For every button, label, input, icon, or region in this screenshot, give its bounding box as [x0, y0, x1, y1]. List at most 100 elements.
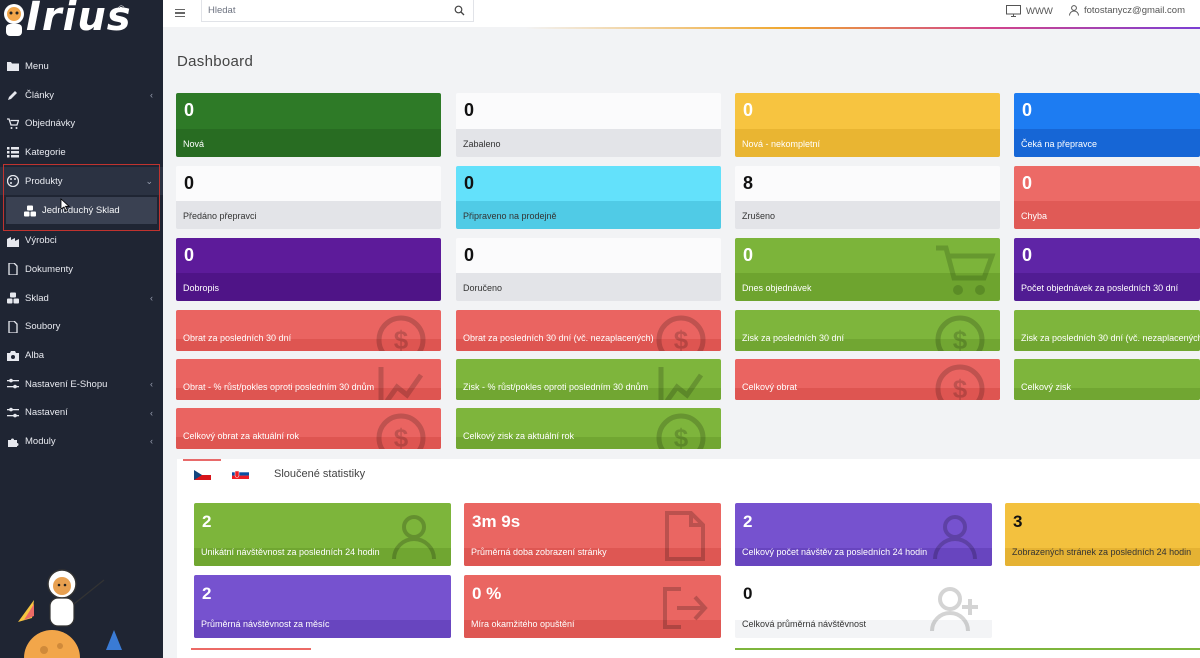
tile-bottom	[456, 273, 721, 301]
bar-celkovy-obrat-rok[interactable]: $ Celkový obrat za aktuální rok	[176, 408, 441, 449]
tile-zabaleno[interactable]: 0 Zabaleno	[456, 93, 721, 157]
sidebar-item-label: Sklad	[25, 292, 49, 304]
stat-stripe	[464, 620, 721, 638]
sidebar-item-nastaveni-eshopu[interactable]: Nastavení E-Shopu ‹	[0, 370, 163, 399]
chevron-down-icon: ⌄	[145, 175, 153, 186]
sidebar-item-moduly[interactable]: Moduly ‹	[0, 427, 163, 456]
tile-bottom	[456, 129, 721, 157]
hamburger-menu-icon[interactable]	[175, 6, 189, 20]
stat-card-celkova-prumerna-navstevnost[interactable]: 0 Celková průměrná návštěvnost	[735, 575, 992, 638]
dollar-icon: $	[376, 413, 426, 449]
tile-label: Počet objednávek za posledních 30 dní	[1021, 283, 1179, 293]
bar-celkovy-zisk-rok[interactable]: $ Celkový zisk za aktuální rok	[456, 408, 721, 449]
next-section-edge	[191, 648, 1200, 650]
tile-label: Chyba	[1021, 211, 1048, 221]
sidebar-item-objednavky[interactable]: Objednávky	[0, 109, 163, 138]
tile-value: 0	[464, 100, 475, 120]
bar-obrat-30-dni[interactable]: $ Obrat za posledních 30 dní	[176, 310, 441, 351]
sidebar-item-vyrobci[interactable]: Výrobci	[0, 226, 163, 255]
stat-stripe	[194, 548, 451, 566]
stat-card-prumerna-navstevnost-mesic[interactable]: 2 Průměrná návštěvnost za měsíc	[194, 575, 451, 638]
bar-zisk-rust-pokles[interactable]: Zisk - % růst/pokles oproti posledním 30…	[456, 359, 721, 400]
sidebar-item-alba[interactable]: Alba	[0, 341, 163, 370]
stat-label: Unikátní návštěvnost za posledních 24 ho…	[201, 547, 380, 557]
main-content: Dashboard 0 Nová 0 Zabaleno 0 Nová - nek…	[163, 29, 1200, 658]
tile-value: 0	[184, 100, 195, 120]
bar-stripe	[176, 339, 441, 351]
pencil-icon	[6, 89, 19, 102]
tile-value: 0	[184, 245, 195, 265]
mouse-pointer-icon	[60, 198, 70, 212]
sidebar-item-nastaveni[interactable]: Nastavení ‹	[0, 399, 163, 428]
file-icon	[6, 320, 19, 333]
tile-predano-prepravci[interactable]: 0 Předáno přepravci	[176, 166, 441, 229]
bar-obrat-30-dni-nezaplacene[interactable]: $ Obrat za posledních 30 dní (vč. nezapl…	[456, 310, 721, 351]
chevron-left-icon: ‹	[150, 292, 153, 303]
sidebar-item-produkty[interactable]: Produkty ⌄	[0, 166, 163, 196]
search-input[interactable]	[202, 5, 442, 16]
tab-cz[interactable]	[183, 459, 221, 489]
sidebar-item-label: Alba	[25, 350, 45, 362]
tile-bottom	[1014, 201, 1200, 229]
sidebar-item-dokumenty[interactable]: Dokumenty	[0, 255, 163, 284]
tile-label: Předáno přepravci	[183, 211, 257, 221]
sidebar-item-kategorie[interactable]: Kategorie	[0, 138, 163, 167]
bar-zisk-30-dni-nezaplacene[interactable]: Zisk za posledních 30 dní (vč. nezaplace…	[1014, 310, 1200, 351]
stat-card-mira-opusteni[interactable]: 0 % Míra okamžitého opuštění	[464, 575, 721, 638]
sidebar-item-sklad[interactable]: Sklad ‹	[0, 284, 163, 313]
bar-zisk-30-dni[interactable]: $ Zisk za posledních 30 dní	[735, 310, 1000, 351]
stat-card-prumerna-doba[interactable]: 3m 9s Průměrná doba zobrazení stránky	[464, 503, 721, 566]
bar-obrat-rust-pokles[interactable]: Obrat - % růst/pokles oproti posledním 3…	[176, 359, 441, 400]
sidebar-nav: Menu Články ‹ Objednávky Kategorie Produ…	[0, 52, 163, 456]
chevron-left-icon: ‹	[150, 407, 153, 418]
stat-card-celkovy-pocet-navstev[interactable]: 2 Celkový počet návštěv za posledních 24…	[735, 503, 992, 566]
sidebar-item-label: Dokumenty	[25, 263, 74, 275]
stat-card-zobrazenych-stranek[interactable]: 3 Zobrazených stránek za posledních 24 h…	[1005, 503, 1200, 566]
tile-value: 0	[743, 100, 754, 120]
tile-value: 0	[1022, 245, 1033, 265]
tile-zruseno[interactable]: 8 Zrušeno	[735, 166, 1000, 229]
sidebar-item-menu[interactable]: Menu	[0, 52, 163, 81]
sidebar-subitem-jednoduchy-sklad[interactable]: Jednoduchý Sklad	[6, 197, 157, 225]
logo[interactable]: Irius ®	[0, 0, 163, 44]
tile-nova[interactable]: 0 Nová	[176, 93, 441, 157]
document-icon	[665, 511, 705, 561]
tile-dobropis[interactable]: 0 Dobropis	[176, 238, 441, 301]
tile-pocet-objednavek-30-dni[interactable]: 0 Počet objednávek za posledních 30 dní	[1014, 238, 1200, 301]
tile-chyba[interactable]: 0 Chyba	[1014, 166, 1200, 229]
tile-top	[1014, 238, 1200, 274]
sidebar-item-soubory[interactable]: Soubory	[0, 313, 163, 342]
sidebar-item-label: Moduly	[25, 436, 56, 448]
user-plus-icon	[930, 587, 978, 632]
tile-top	[176, 166, 441, 202]
tile-doruceno[interactable]: 0 Doručeno	[456, 238, 721, 301]
sliders-icon	[6, 378, 19, 391]
sidebar-item-label: Menu	[25, 60, 49, 72]
bar-celkovy-obrat[interactable]: $ Celkový obrat	[735, 359, 1000, 400]
user-menu[interactable]: fotostanycz@gmail.com	[1069, 5, 1185, 16]
stat-stripe	[735, 620, 992, 638]
stat-label: Celková průměrná návštěvnost	[742, 619, 867, 629]
tile-nova-nekompletni[interactable]: 0 Nová - nekompletní	[735, 93, 1000, 157]
chevron-left-icon: ‹	[150, 89, 153, 100]
dollar-icon: $	[935, 315, 985, 351]
www-link[interactable]: WWW	[1006, 5, 1053, 17]
stat-label: Celkový počet návštěv za posledních 24 h…	[742, 547, 928, 557]
bar-celkovy-zisk[interactable]: Celkový zisk	[1014, 359, 1200, 400]
stat-card-unikatni-navstevnost[interactable]: 2 Unikátní návštěvnost za posledních 24 …	[194, 503, 451, 566]
tile-ceka-na-prepravce[interactable]: 0 Čeká na přepravce	[1014, 93, 1200, 157]
chart-icon	[658, 367, 704, 400]
sidebar-item-label: Soubory	[25, 321, 61, 333]
tile-pripraveno-na-prodejne[interactable]: 0 Připraveno na prodejně	[456, 166, 721, 229]
cart-icon	[6, 117, 19, 130]
dollar-icon: $	[376, 315, 426, 351]
tab-sk[interactable]	[221, 459, 259, 489]
sidebar-item-clanky[interactable]: Články ‹	[0, 81, 163, 110]
tile-bottom	[735, 273, 1000, 301]
tile-value: 0	[464, 245, 475, 265]
tile-top	[735, 238, 1000, 274]
tile-dnes-objednavek[interactable]: 0 Dnes objednávek	[735, 238, 1000, 301]
tile-label: Dobropis	[183, 283, 220, 293]
stat-label: Průměrná návštěvnost za měsíc	[201, 619, 330, 629]
search-icon[interactable]	[454, 5, 465, 16]
